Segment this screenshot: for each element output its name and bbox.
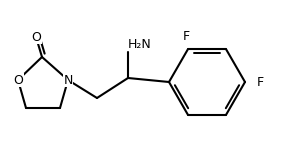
Text: N: N	[63, 74, 73, 86]
Text: F: F	[182, 30, 189, 43]
Text: H₂N: H₂N	[128, 37, 152, 50]
Text: O: O	[13, 74, 23, 86]
Text: O: O	[31, 30, 41, 44]
Text: F: F	[256, 75, 263, 89]
